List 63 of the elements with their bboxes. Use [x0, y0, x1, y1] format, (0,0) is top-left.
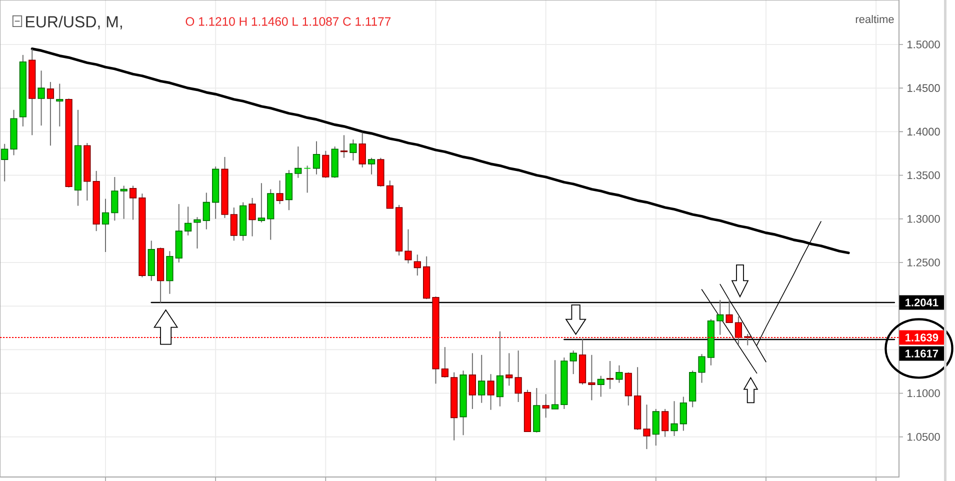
candlestick — [624, 372, 632, 406]
y-tick-label: 1.3000 — [908, 214, 940, 223]
candlestick — [514, 350, 522, 402]
candlestick — [662, 408, 669, 438]
y-tick-label: 1.4000 — [908, 128, 940, 136]
y-tick-label: 1.0500 — [908, 432, 940, 441]
candlestick — [38, 70, 45, 126]
candlestick — [652, 408, 660, 446]
candlestick — [368, 157, 376, 175]
candlestick — [468, 352, 476, 410]
candlestick — [230, 207, 238, 242]
candlestick — [184, 206, 192, 236]
legend-label: 1.1617 — [906, 350, 938, 358]
candlestick — [46, 81, 54, 146]
candlestick — [1, 143, 8, 182]
candlestick — [248, 197, 256, 237]
candlestick — [643, 404, 650, 450]
candlestick — [258, 182, 266, 223]
candlestick — [322, 150, 330, 178]
candlestick — [570, 350, 577, 375]
ref-line-label: 1.1639 — [906, 334, 938, 342]
text: O 1.1210 H 1.1460 L 1.1087 C 1.1177 — [186, 17, 391, 26]
series-label: 1.2041 — [906, 298, 938, 306]
y-tick-label: 1.2500 — [908, 258, 940, 266]
candlestick — [726, 298, 733, 324]
candlestick — [404, 228, 412, 264]
candlestick — [304, 165, 311, 194]
candlestick — [102, 198, 110, 253]
candlestick — [276, 180, 284, 205]
candlestick — [606, 360, 614, 390]
candlestick — [551, 360, 559, 410]
candlestick — [294, 146, 302, 178]
candlestick — [312, 140, 320, 175]
y-tick-label: 1.4500 — [908, 84, 940, 92]
candlestick — [111, 176, 118, 222]
candlestick — [350, 139, 357, 161]
candlestick — [358, 132, 366, 168]
candlestick — [194, 216, 201, 250]
candlestick — [616, 364, 623, 384]
candlestick — [588, 354, 596, 401]
candlestick — [56, 83, 64, 127]
candlestick — [698, 354, 706, 384]
candlestick — [670, 400, 678, 436]
candlestick — [202, 192, 210, 230]
candlestick — [120, 185, 128, 220]
y-tick-label: 1.3500 — [908, 171, 940, 180]
candlestick — [129, 185, 137, 220]
y-tick-label: 1.5000 — [908, 40, 940, 48]
candlestick — [496, 330, 504, 407]
candlestick — [597, 375, 604, 398]
candlestick — [386, 180, 394, 209]
candlestick — [716, 299, 724, 336]
y-tick-label: 1.1000 — [908, 389, 940, 398]
candlestick — [542, 394, 550, 418]
candlestick — [506, 352, 513, 386]
annotation: realtime — [856, 15, 894, 24]
candlestick — [680, 396, 687, 432]
candlestick — [340, 134, 348, 158]
candlestick — [441, 346, 448, 378]
candlestick — [414, 254, 421, 276]
candlestick — [478, 354, 486, 404]
candlestick — [487, 374, 494, 410]
text: EUR/USD, M, — [26, 16, 122, 30]
